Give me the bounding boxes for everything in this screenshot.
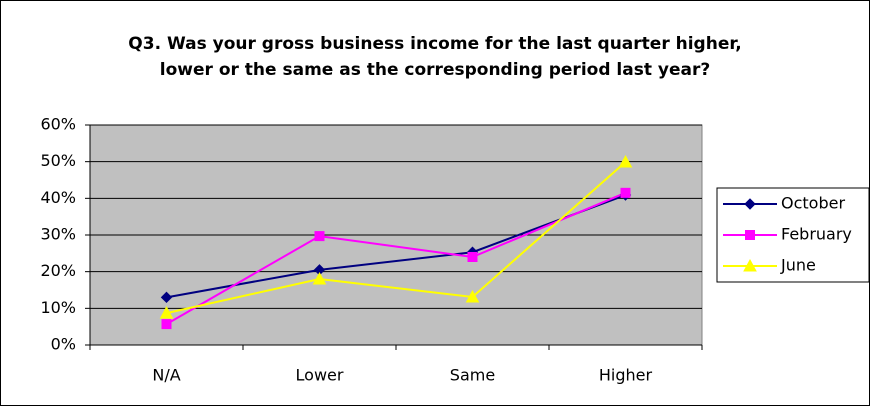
x-tick-label: Same [450,366,495,385]
y-tick-label: 10% [40,298,76,317]
y-tick-label: 20% [40,261,76,280]
marker [620,187,631,198]
marker [744,198,756,210]
legend-label: June [780,256,816,275]
marker [161,319,172,330]
x-tick-label: Higher [599,366,653,385]
y-tick-label: 30% [40,225,76,244]
marker [312,271,327,285]
marker [743,258,757,272]
marker [159,306,174,319]
x-tick-label: N/A [152,366,180,385]
y-tick-label: 0% [51,335,76,354]
y-tick-label: 60% [40,115,76,134]
marker [160,291,173,304]
y-tick-label: 40% [40,188,76,207]
x-tick-label: Lower [296,366,344,385]
legend-label: October [781,194,845,213]
marker [467,252,478,262]
series-line [166,191,626,325]
y-tick-label: 50% [40,151,76,170]
chart-title: lower or the same as the corresponding p… [160,60,710,80]
legend-label: February [781,225,852,244]
chart-title: Q3. Was your gross business income for t… [128,34,741,54]
marker [465,289,480,303]
series-line [166,161,627,315]
marker [618,154,633,168]
marker [314,231,325,242]
series-line [166,194,626,299]
marker [745,230,755,240]
